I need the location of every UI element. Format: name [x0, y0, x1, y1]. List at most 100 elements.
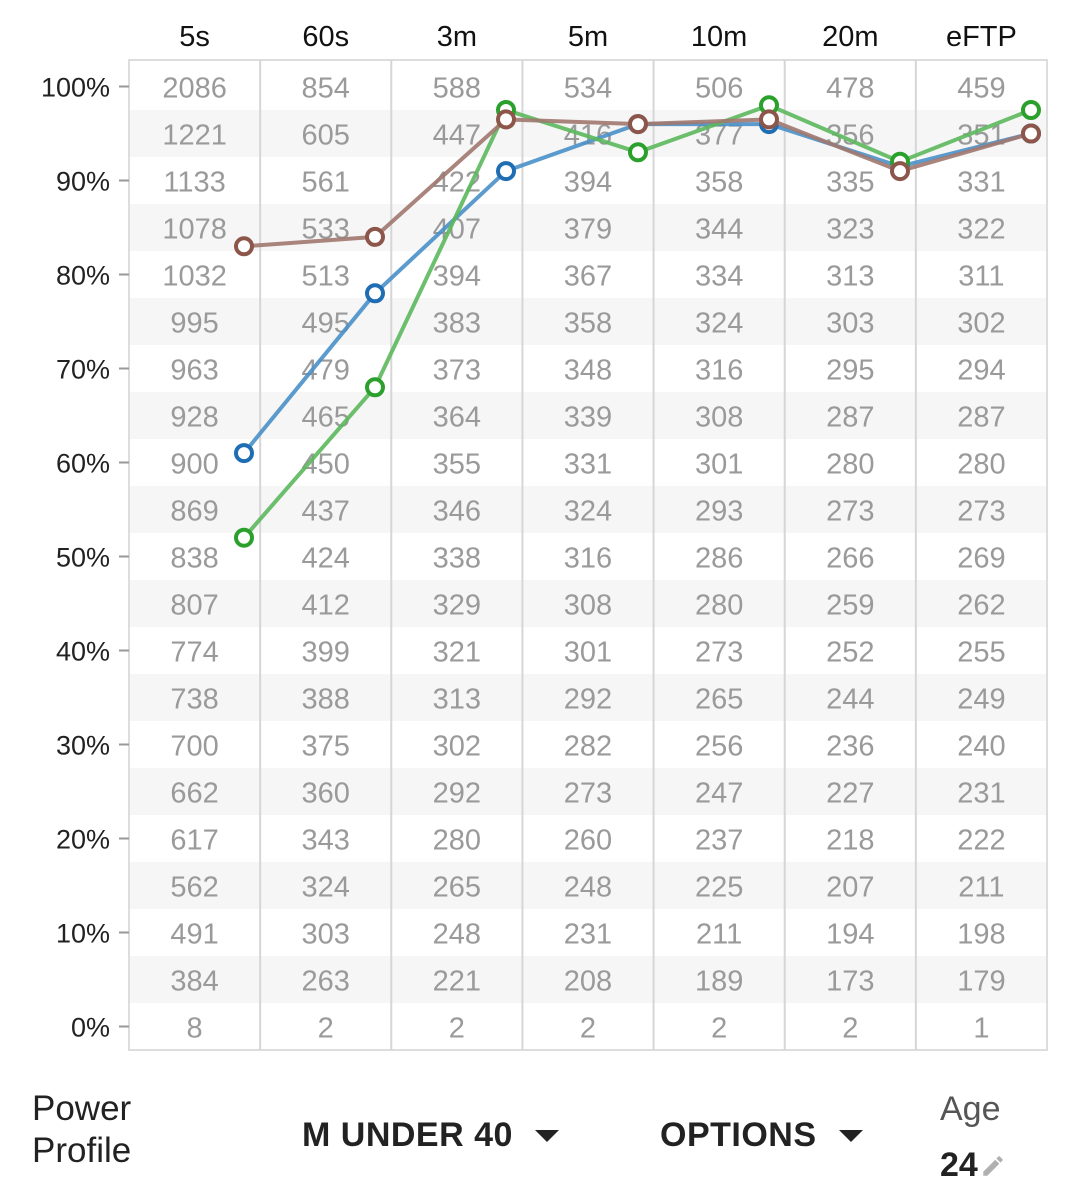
- table-cell: 255: [957, 637, 1005, 669]
- table-cell: 236: [826, 731, 874, 763]
- table-cell: 8: [187, 1013, 203, 1045]
- y-tick-label: 100%: [41, 73, 110, 103]
- table-cell: 211: [958, 872, 1004, 904]
- y-tick-label: 70%: [56, 355, 110, 385]
- row-band: [129, 768, 1047, 815]
- table-cell: 562: [170, 872, 218, 904]
- table-cell: 259: [826, 590, 874, 622]
- age-value: 24: [940, 1146, 978, 1184]
- options-dropdown[interactable]: OPTIONS: [660, 1116, 863, 1155]
- table-cell: 265: [433, 872, 481, 904]
- table-cell: 513: [302, 261, 350, 293]
- table-cell: 173: [826, 966, 874, 998]
- table-cell: 344: [695, 214, 743, 246]
- table-cell: 273: [564, 778, 612, 810]
- table-cell: 237: [695, 825, 743, 857]
- table-cell: 383: [433, 308, 481, 340]
- table-cell: 301: [564, 637, 612, 669]
- table-cell: 617: [170, 825, 218, 857]
- table-cell: 1133: [163, 167, 225, 199]
- table-cell: 244: [826, 684, 874, 716]
- age-edit[interactable]: 24: [940, 1146, 1006, 1185]
- caret-down-icon: [534, 1129, 559, 1142]
- table-cell: 447: [433, 120, 481, 152]
- table-cell: 303: [826, 308, 874, 340]
- power-profile-label: Power Profile: [32, 1089, 132, 1170]
- table-cell: 373: [433, 355, 481, 387]
- table-cell: 774: [170, 637, 218, 669]
- series-2-point: [1021, 100, 1041, 120]
- table-cell: 588: [433, 73, 481, 105]
- series-3-point: [628, 114, 648, 135]
- table-cell: 358: [695, 167, 743, 199]
- series-3-point: [759, 109, 779, 130]
- table-cell: 295: [826, 355, 874, 387]
- table-cell: 394: [564, 167, 612, 199]
- table-cell: 1221: [162, 120, 227, 152]
- column-header-20m: 20m: [822, 21, 878, 53]
- table-cell: 231: [957, 778, 1005, 810]
- series-3-point: [1021, 123, 1041, 144]
- table-cell: 367: [564, 261, 612, 293]
- table-cell: 292: [433, 778, 481, 810]
- table-cell: 249: [957, 684, 1005, 716]
- y-tick-label: 20%: [56, 825, 110, 855]
- table-cell: 311: [958, 261, 1004, 293]
- table-cell: 399: [302, 637, 350, 669]
- table-cell: 379: [564, 214, 612, 246]
- table-cell: 303: [302, 919, 350, 951]
- table-cell: 355: [433, 449, 481, 481]
- table-cell: 280: [433, 825, 481, 857]
- y-tick-label: 80%: [56, 261, 110, 291]
- table-cell: 424: [302, 543, 350, 575]
- row-band: [129, 110, 1047, 157]
- table-cell: 348: [564, 355, 612, 387]
- table-cell: 459: [957, 73, 1005, 105]
- table-cell: 534: [564, 73, 612, 105]
- table-cell: 605: [302, 120, 350, 152]
- series-2-point: [365, 377, 385, 398]
- table-cell: 838: [170, 543, 218, 575]
- category-dropdown-label: M UNDER 40: [302, 1116, 513, 1154]
- table-cell: 329: [433, 590, 481, 622]
- table-cell: 324: [302, 872, 350, 904]
- table-cell: 287: [957, 402, 1005, 434]
- table-cell: 208: [564, 966, 612, 998]
- table-cell: 282: [564, 731, 612, 763]
- table-cell: 346: [433, 496, 481, 528]
- table-cell: 338: [433, 543, 481, 575]
- table-cell: 869: [170, 496, 218, 528]
- age-label: Age: [940, 1090, 1001, 1128]
- y-tick-label: 60%: [56, 449, 110, 479]
- table-cell: 388: [302, 684, 350, 716]
- series-2-point: [628, 142, 648, 163]
- category-dropdown[interactable]: M UNDER 40: [302, 1116, 559, 1155]
- y-tick-label: 50%: [56, 543, 110, 573]
- table-cell: 294: [957, 355, 1005, 387]
- series-3-point: [496, 109, 516, 130]
- table-cell: 364: [433, 402, 481, 434]
- table-cell: 292: [564, 684, 612, 716]
- y-tick-label: 90%: [56, 167, 110, 197]
- y-tick-label: 10%: [56, 919, 110, 949]
- table-cell: 1: [973, 1013, 989, 1045]
- table-cell: 465: [302, 402, 350, 434]
- column-header-eftp: eFTP: [946, 21, 1017, 53]
- table-cell: 263: [302, 966, 350, 998]
- table-cell: 273: [695, 637, 743, 669]
- series-3-point: [890, 161, 910, 182]
- table-cell: 316: [695, 355, 743, 387]
- table-cell: 375: [302, 731, 350, 763]
- table-cell: 854: [302, 73, 350, 105]
- table-cell: 273: [957, 496, 1005, 528]
- table-cell: 394: [433, 261, 481, 293]
- row-band: [129, 862, 1047, 909]
- plot-frame: [128, 59, 1048, 1051]
- table-cell: 2: [842, 1013, 858, 1045]
- table-cell: 211: [696, 919, 742, 951]
- table-cell: 179: [957, 966, 1005, 998]
- table-cell: 2: [711, 1013, 727, 1045]
- table-cell: 308: [695, 402, 743, 434]
- table-cell: 343: [302, 825, 350, 857]
- table-cell: 324: [695, 308, 743, 340]
